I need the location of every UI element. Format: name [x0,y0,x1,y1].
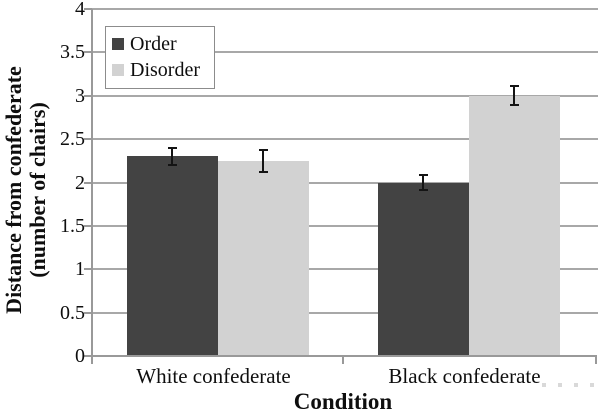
faint-artifact-dot [590,383,594,387]
error-bar-disorder-2 [513,86,515,106]
bar-disorder-1 [217,160,309,356]
x-axis-line [91,355,597,357]
bar-order-2 [377,182,469,356]
y-tick-3.5 [84,51,92,54]
y-tick-label-2: 2 [75,171,85,194]
error-cap-top [509,85,519,88]
faint-artifact-dot [542,383,546,387]
y-tick-0.5 [84,311,92,314]
error-cap-bottom [258,171,268,174]
gridline-3.5 [92,51,598,54]
y-tick-0 [84,355,92,357]
legend-swatch-icon [112,64,124,76]
y-tick-label-3.5: 3.5 [60,41,85,64]
y-axis-line [91,9,93,357]
error-cap-top [258,148,268,151]
faint-artifact-dot [574,383,578,387]
gridline-0.5 [92,311,598,314]
gridline-2.5 [92,138,598,141]
gridline-2 [92,181,598,184]
y-tick-label-1: 1 [75,258,85,281]
faint-artifact-dot [558,383,562,387]
legend-swatch-icon [112,38,124,50]
y-tick-label-0.5: 0.5 [60,301,85,324]
gridline-3 [92,94,598,97]
y-tick-label-2.5: 2.5 [60,128,85,151]
y-tick-label-0: 0 [75,345,85,367]
x-tick-1 [342,356,344,364]
error-cap-top [167,146,177,149]
legend-item-order: Order [112,31,208,57]
error-bar-disorder-1 [262,149,264,173]
error-cap-bottom [418,189,428,192]
y-axis-title-line1: Distance from confederate [1,66,26,314]
y-tick-4 [84,8,92,10]
gridline-4 [92,8,598,10]
y-tick-label-3: 3 [75,84,85,107]
gridline-1.5 [92,224,598,227]
error-bar-order-1 [171,147,173,166]
legend-item-disorder: Disorder [112,57,208,83]
bar-order-1 [126,156,218,356]
legend-label: Disorder [130,59,200,81]
error-cap-top [418,173,428,176]
y-tick-2 [84,181,92,184]
category-label-2: Black confederate [388,364,541,388]
y-tick-label-4: 4 [75,0,85,20]
y-tick-2.5 [84,138,92,141]
x-axis-title: Condition [293,389,393,414]
x-tick-0 [91,356,93,364]
y-tick-label-1.5: 1.5 [60,214,85,237]
y-tick-3 [84,94,92,97]
error-cap-bottom [167,164,177,167]
category-label-1: White confederate [136,364,291,388]
error-bar-order-2 [422,174,424,191]
y-tick-1 [84,268,92,271]
legend-label: Order [130,33,177,55]
bar-disorder-2 [468,95,560,356]
gridline-1 [92,268,598,271]
x-tick-2 [595,356,597,364]
error-cap-bottom [509,104,519,107]
y-tick-1.5 [84,224,92,227]
legend: Order Disorder [105,26,215,89]
